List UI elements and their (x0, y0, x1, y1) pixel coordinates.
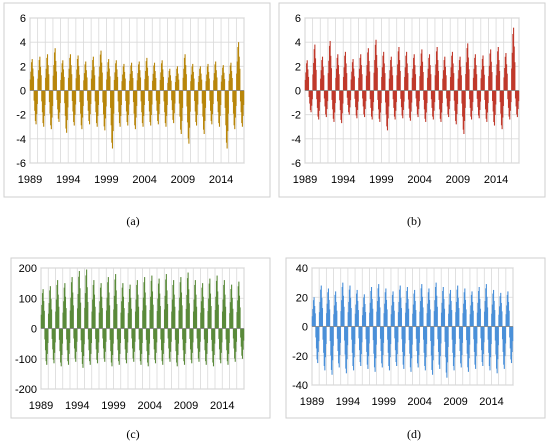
x-tick-label: 2014 (479, 396, 503, 408)
y-tick-label: 0 (20, 86, 26, 98)
y-tick-label: -4 (16, 134, 26, 146)
caption-c: (c) (126, 427, 140, 441)
y-tick-label: 6 (20, 13, 26, 25)
x-tick-label: 2009 (443, 396, 467, 408)
x-tick-label: 2004 (407, 396, 431, 408)
y-tick-label: 6 (295, 13, 301, 25)
data-series (304, 27, 520, 134)
x-tick-label: 1994 (65, 400, 89, 412)
y-tick-label: 2 (20, 61, 26, 73)
x-tick-label: 2004 (407, 174, 431, 186)
y-tick-label: -4 (291, 134, 301, 146)
y-tick-label: -40 (292, 380, 308, 392)
x-tick-label: 2014 (484, 174, 508, 186)
chart-d: -40 -20 0 20 40 1989 1994 1999 2004 2009 2014 (285, 257, 546, 419)
y-tick-label: -20 (292, 351, 308, 363)
x-tick-label: 1989 (293, 174, 317, 186)
x-tick-label: 1999 (94, 174, 118, 186)
y-tick-label: 4 (295, 37, 301, 49)
y-tick-label: 40 (296, 263, 308, 275)
y-tick-label: 0 (31, 324, 37, 336)
panel-border (3, 2, 271, 198)
x-tick-label: 2009 (174, 400, 198, 412)
x-tick-label: 1989 (18, 174, 42, 186)
y-tick-label: 2 (295, 61, 301, 73)
y-tick-label: 0 (295, 86, 301, 98)
y-tick-label: -6 (16, 158, 26, 170)
x-tick-label: 1999 (372, 396, 396, 408)
chart-panel-d: -40 -20 0 20 40 1989 1994 1999 2004 2009 2014 (d) (275, 223, 550, 446)
y-tick-label: -2 (16, 110, 26, 122)
panel-border (10, 257, 271, 419)
y-tick-label: -6 (291, 158, 301, 170)
x-tick-label: 2014 (210, 400, 234, 412)
chart-c: -200 -100 0 100 200 1989 1994 1999 2004 2009 2014 (10, 257, 271, 419)
caption-d: (d) (407, 427, 421, 441)
data-series (311, 282, 514, 378)
x-tick-label: 2009 (171, 174, 195, 186)
data-series (29, 42, 245, 149)
y-tick-label: -200 (15, 384, 37, 396)
chart-panel-c: -200 -100 0 100 200 1989 1994 1999 2004 2009 2014 … (0, 223, 275, 446)
chart-a: -6 -4 -2 0 2 4 6 1989 1994 1999 2004 2009 2014 (3, 2, 271, 198)
x-tick-label: 2004 (138, 400, 162, 412)
x-tick-label: 2014 (209, 174, 233, 186)
y-tick-label: 0 (302, 322, 308, 334)
chart-panel-a: -6 -4 -2 0 2 4 6 1989 1994 1999 2004 2009 2014 (a) (0, 0, 275, 228)
y-tick-label: -100 (15, 354, 37, 366)
y-tick-label: 200 (19, 263, 37, 275)
x-tick-label: 1999 (101, 400, 125, 412)
caption-a: (a) (126, 214, 140, 228)
x-tick-label: 2009 (446, 174, 470, 186)
chart-panel-b: -6 -4 -2 0 2 4 6 1989 1994 1999 2004 2009 2014 (b) (275, 0, 550, 228)
x-tick-label: 1989 (300, 396, 324, 408)
x-tick-label: 1989 (29, 400, 53, 412)
chart-b: -6 -4 -2 0 2 4 6 1989 1994 1999 2004 2009 2014 (278, 2, 546, 198)
x-tick-label: 1994 (336, 396, 360, 408)
caption-b: (b) (407, 214, 421, 228)
data-series (40, 269, 245, 368)
x-tick-label: 1994 (56, 174, 80, 186)
x-tick-label: 1994 (331, 174, 355, 186)
y-tick-label: 4 (20, 37, 26, 49)
x-tick-label: 2004 (132, 174, 156, 186)
x-tick-label: 1999 (369, 174, 393, 186)
panel-border (278, 2, 546, 198)
y-tick-label: -2 (291, 110, 301, 122)
panel-border (285, 257, 546, 419)
y-tick-label: 100 (19, 293, 37, 305)
y-tick-label: 20 (296, 292, 308, 304)
